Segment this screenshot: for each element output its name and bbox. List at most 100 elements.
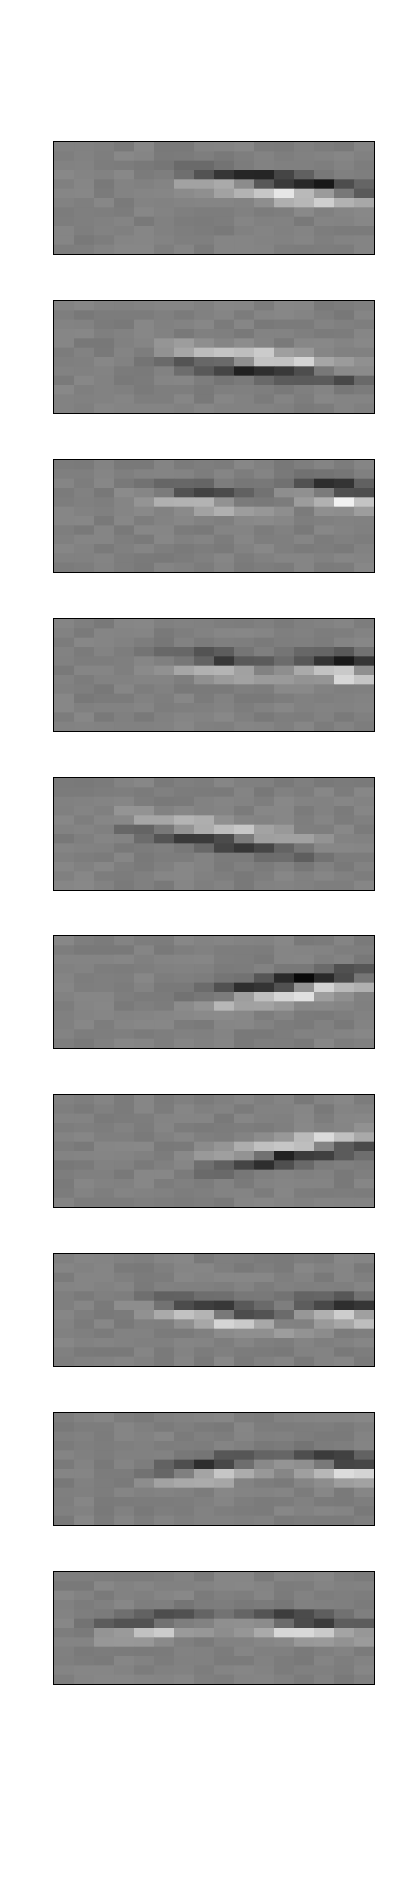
heatmap-cell	[54, 1572, 75, 1582]
heatmap-cell	[254, 1609, 275, 1620]
heatmap-cell	[214, 656, 235, 667]
heatmap-cell	[174, 403, 195, 413]
heatmap-cell	[174, 562, 195, 572]
heatmap-cell	[94, 1179, 115, 1189]
heatmap-cell	[174, 207, 195, 218]
heatmap-cell	[254, 1469, 275, 1479]
heatmap-cell	[354, 1469, 374, 1479]
heatmap-cell	[114, 1010, 135, 1021]
heatmap-cell	[314, 862, 335, 872]
heatmap-cell	[94, 1272, 115, 1283]
heatmap-cell	[154, 1609, 175, 1620]
heatmap-cell	[314, 1497, 335, 1507]
heatmap-cell	[194, 534, 215, 545]
heatmap-cell	[294, 1441, 315, 1451]
heatmap-cell	[354, 1609, 374, 1620]
heatmap-cell	[94, 516, 115, 526]
heatmap-cell	[334, 1272, 355, 1283]
heatmap-cell	[154, 1291, 175, 1302]
heatmap-cell	[174, 1197, 195, 1207]
heatmap-cell	[274, 366, 295, 377]
heatmap-cell	[54, 806, 75, 816]
heatmap-cell	[334, 1169, 355, 1180]
heatmap-cell	[174, 1590, 195, 1601]
heatmap-cell	[194, 1441, 215, 1451]
heatmap-cell	[294, 394, 315, 405]
heatmap-cell	[54, 1001, 75, 1012]
heatmap-cell	[194, 516, 215, 526]
heatmap-cell	[274, 1628, 295, 1638]
heatmap-cell	[154, 703, 175, 713]
heatmap-cell	[94, 1310, 115, 1320]
heatmap-cell	[294, 834, 315, 844]
heatmap-cell	[254, 1113, 275, 1124]
heatmap-cell	[194, 1609, 215, 1620]
heatmap-cell	[114, 525, 135, 536]
heatmap-cell	[174, 647, 195, 657]
heatmap-cell	[74, 647, 95, 657]
heatmap-cell	[274, 1441, 295, 1451]
heatmap-cell	[214, 1291, 235, 1302]
heatmap-cell	[234, 394, 255, 405]
heatmap-cell	[134, 525, 155, 536]
heatmap-cell	[294, 329, 315, 339]
heatmap-cell	[294, 1254, 315, 1264]
heatmap-cell	[194, 1572, 215, 1582]
heatmap-cell	[154, 1001, 175, 1012]
heatmap-cell	[54, 1618, 75, 1629]
heatmap-cell	[354, 1450, 374, 1461]
heatmap-cell	[194, 1590, 215, 1601]
heatmap-cell	[354, 310, 374, 321]
heatmap-cell	[154, 235, 175, 246]
heatmap-cell	[154, 1487, 175, 1498]
heatmap-cell	[294, 460, 315, 470]
heatmap-cell	[214, 544, 235, 554]
heatmap-cell	[174, 684, 195, 695]
heatmap-cell	[134, 684, 155, 695]
heatmap-cell	[54, 1459, 75, 1470]
heatmap-cell	[254, 469, 275, 480]
heatmap-cell	[274, 1291, 295, 1302]
heatmap-cell	[54, 1272, 75, 1283]
heatmap-panel-8	[53, 1253, 375, 1367]
heatmap-cell	[294, 1104, 315, 1115]
heatmap-cell	[94, 824, 115, 835]
heatmap-cell	[54, 1169, 75, 1180]
heatmap-cell	[174, 1151, 195, 1161]
heatmap-cell	[154, 1572, 175, 1582]
heatmap-cell	[274, 216, 295, 227]
heatmap-cell	[334, 357, 355, 367]
heatmap-cell	[94, 1637, 115, 1648]
heatmap-cell	[334, 1141, 355, 1152]
heatmap-cell	[274, 1197, 295, 1207]
heatmap-cell	[54, 778, 75, 788]
heatmap-cell	[114, 1179, 135, 1189]
heatmap-cell	[314, 1160, 335, 1171]
heatmap-cell	[214, 188, 235, 199]
heatmap-cell	[294, 403, 315, 413]
heatmap-cell	[314, 1197, 335, 1207]
heatmap-cell	[194, 647, 215, 657]
heatmap-cell	[254, 310, 275, 321]
heatmap-cell	[54, 366, 75, 377]
heatmap-cell	[234, 1637, 255, 1648]
heatmap-cell	[134, 170, 155, 180]
heatmap-cell	[94, 1141, 115, 1152]
heatmap-cell	[234, 1169, 255, 1180]
heatmap-cell	[254, 207, 275, 218]
heatmap-cell	[274, 1104, 295, 1115]
heatmap-cell	[294, 1572, 315, 1582]
heatmap-cell	[214, 1665, 235, 1676]
heatmap-cell	[294, 954, 315, 965]
heatmap-cell	[354, 244, 374, 254]
heatmap-cell	[254, 1618, 275, 1629]
heatmap-cell	[194, 1656, 215, 1666]
heatmap-cell	[54, 394, 75, 405]
heatmap-cell	[214, 516, 235, 526]
heatmap-cell	[354, 1197, 374, 1207]
heatmap-cell	[54, 142, 75, 152]
heatmap-cell	[334, 1020, 355, 1030]
heatmap-cell	[334, 852, 355, 863]
heatmap-cell	[154, 1459, 175, 1470]
heatmap-cell	[114, 1197, 135, 1207]
